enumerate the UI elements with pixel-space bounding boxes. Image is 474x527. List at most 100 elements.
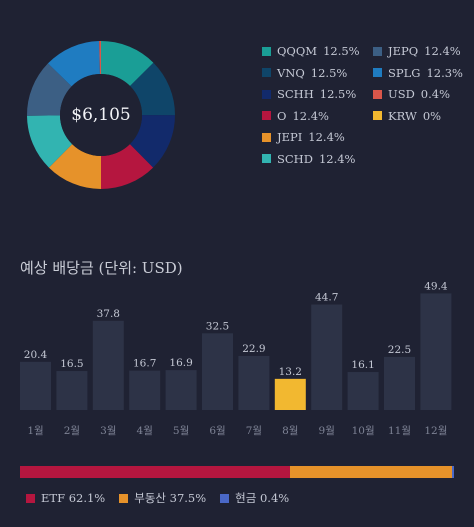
bar-month-9 (311, 304, 343, 410)
donut-slice-jepi (48, 144, 101, 189)
allocation-legend-item: ETF 62.1% (26, 490, 105, 506)
legend-swatch (262, 154, 271, 163)
bar-value-label: 20.4 (24, 349, 48, 361)
legend-percent: 12.4% (424, 44, 461, 58)
bar-value-label: 49.4 (424, 280, 448, 292)
bar-month-12 (420, 293, 452, 410)
allocation-stacked-bar (20, 466, 454, 478)
legend-percent: 12.4% (292, 108, 329, 123)
donut-hole (60, 74, 142, 156)
donut-slice-vnq (130, 62, 175, 116)
legend-swatch (373, 111, 382, 120)
donut-slice-schd (27, 115, 73, 168)
bar-month-11 (384, 356, 415, 410)
allocation-segment (452, 466, 454, 478)
legend-swatch (220, 493, 230, 503)
donut-slice-o (101, 144, 154, 189)
legend-ticker: SCHD (277, 151, 313, 166)
allocation-legend-label: 현금 0.4% (235, 491, 290, 505)
legend-swatch (262, 68, 271, 77)
allocation-legend-item: 현금 0.4% (220, 490, 289, 506)
month-tick-label: 10월 (352, 425, 375, 437)
legend-swatch (373, 89, 382, 99)
legend-item-splg: SPLG 12.3% (373, 66, 463, 80)
legend-ticker: O (277, 108, 287, 123)
allocation-legend-label: 부동산 37.5% (134, 491, 207, 505)
legend-swatch (373, 46, 382, 56)
donut-slice-usd (99, 41, 101, 75)
legend-swatch (26, 493, 35, 503)
allocation-legend: ETF 62.1% 부동산 37.5% 현금 0.4% (26, 490, 303, 506)
bar-value-label: 32.5 (206, 320, 229, 332)
legend-swatch (262, 46, 271, 56)
month-tick-label: 11월 (388, 425, 411, 437)
bar-value-label: 16.9 (169, 357, 192, 369)
allocation-segment (289, 466, 453, 478)
legend-percent: 0% (422, 108, 442, 123)
legend-item-jepq: JEPQ 12.4% (373, 44, 461, 58)
donut-svg (27, 41, 175, 189)
legend-ticker: SCHH (277, 87, 314, 101)
portfolio-total-value: $6,105 (71, 105, 131, 125)
bar-month-7 (238, 355, 270, 410)
month-tick-label: 4월 (137, 425, 153, 437)
legend-percent: 12.4% (318, 151, 356, 166)
donut-slice-qqqm (101, 41, 154, 87)
donut-slice-splg (47, 41, 100, 87)
month-tick-label: 8월 (282, 425, 298, 437)
legend-item-o: O 12.4% (262, 109, 329, 123)
legend-percent: 12.5% (323, 44, 360, 58)
legend-swatch (119, 493, 129, 503)
legend-swatch (262, 132, 271, 142)
legend-percent: 0.4% (420, 87, 451, 101)
legend-item-jepi: JEPI 12.4% (262, 130, 345, 144)
bar-value-label: 22.5 (388, 344, 411, 356)
legend-ticker: SPLG (388, 65, 421, 80)
allocation-legend-item: 부동산 37.5% (119, 490, 206, 506)
bar-value-label: 16.5 (60, 358, 83, 370)
bar-value-label: 37.8 (97, 308, 120, 320)
month-tick-label: 5월 (173, 425, 189, 437)
allocation-legend-label: ETF 62.1% (41, 491, 106, 505)
bar-value-label: 16.1 (351, 359, 374, 371)
bar-value-label: 22.9 (242, 343, 265, 355)
legend-item-vnq: VNQ 12.5% (262, 66, 347, 80)
legend-ticker: USD (388, 87, 415, 101)
legend-item-schd: SCHD 12.4% (262, 152, 355, 166)
month-tick-label: 7월 (246, 425, 262, 437)
bar-value-label: 16.7 (133, 358, 156, 370)
bar-value-label: 44.7 (315, 292, 338, 304)
legend-percent: 12.4% (308, 130, 345, 144)
legend-swatch (373, 68, 382, 77)
bar-month-8 (274, 378, 306, 410)
legend-ticker: KRW (388, 108, 417, 123)
donut-slice-jepq (27, 63, 72, 116)
legend-ticker: VNQ (277, 65, 305, 80)
legend-percent: 12.5% (310, 65, 348, 80)
bar-month-1 (20, 361, 51, 410)
legend-swatch (262, 111, 271, 120)
month-tick-label: 3월 (100, 425, 116, 437)
bar-month-10 (347, 372, 379, 410)
bar-month-5 (165, 370, 197, 410)
legend-item-krw: KRW 0% (373, 109, 441, 123)
bar-month-4 (129, 370, 161, 410)
legend-percent: 12.3% (426, 65, 463, 80)
bar-month-2 (56, 371, 88, 410)
legend-item-usd: USD 0.4% (373, 87, 450, 101)
legend-ticker: JEPI (277, 130, 303, 144)
donut-slice-schh (129, 115, 175, 168)
month-tick-label: 1월 (27, 425, 43, 437)
allocation-segment (20, 466, 290, 478)
legend-ticker: QQQM (277, 44, 318, 58)
legend-item-schh: SCHH 12.5% (262, 87, 356, 101)
month-tick-label: 6월 (209, 425, 225, 437)
month-tick-label: 12월 (424, 425, 447, 437)
legend-ticker: JEPQ (388, 44, 419, 58)
month-tick-label: 9월 (319, 425, 335, 437)
bar-month-6 (202, 333, 233, 410)
month-tick-label: 2월 (64, 425, 80, 437)
dividend-chart-title: 예상 배당금 (단위: USD) (20, 259, 183, 277)
legend-item-qqqm: QQQM 12.5% (262, 44, 360, 58)
portfolio-donut-chart: $6,105 (26, 40, 176, 190)
